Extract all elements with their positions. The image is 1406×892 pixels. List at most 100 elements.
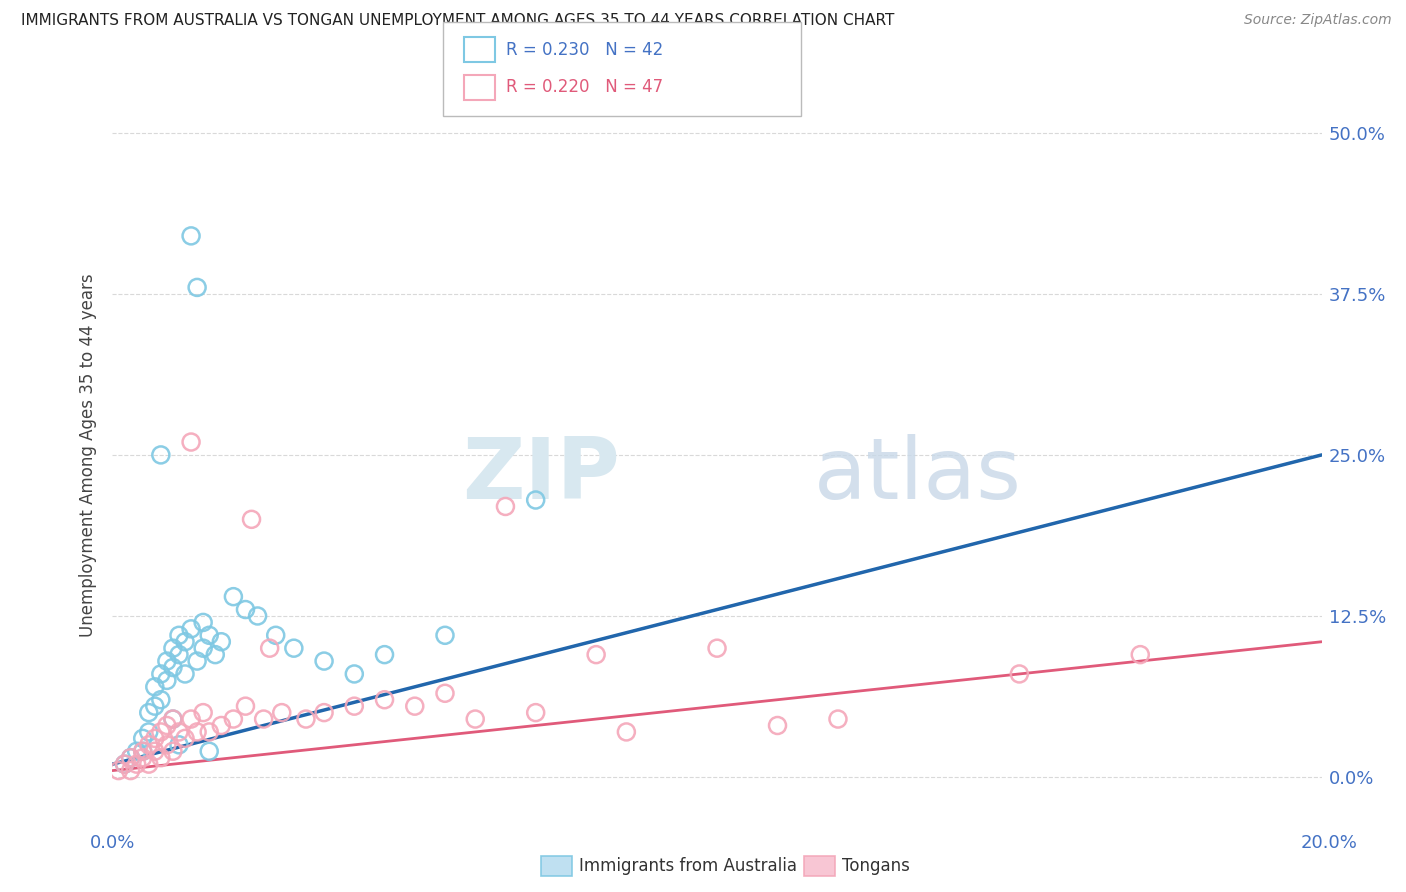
Point: [149, 725, 172, 739]
Point: [156, 718, 179, 732]
Point: [191, 706, 215, 720]
Point: [149, 448, 172, 462]
Point: [374, 692, 396, 706]
Point: [253, 712, 276, 726]
Point: [114, 757, 136, 772]
Point: [186, 725, 208, 739]
Point: [180, 228, 202, 243]
Point: [138, 757, 160, 772]
Point: [222, 712, 245, 726]
Point: [162, 712, 184, 726]
Point: [198, 744, 221, 758]
Point: [766, 718, 789, 732]
Point: [156, 654, 179, 668]
Text: Tongans: Tongans: [842, 857, 910, 875]
Point: [434, 686, 457, 700]
Y-axis label: Unemployment Among Ages 35 to 44 years: Unemployment Among Ages 35 to 44 years: [79, 273, 97, 637]
Text: atlas: atlas: [814, 434, 1022, 517]
Text: Source: ZipAtlas.com: Source: ZipAtlas.com: [1244, 13, 1392, 28]
Point: [143, 731, 166, 746]
Point: [343, 699, 366, 714]
Point: [156, 673, 179, 688]
Point: [174, 731, 197, 746]
Point: [138, 725, 160, 739]
Point: [198, 628, 221, 642]
Point: [314, 706, 336, 720]
Point: [343, 667, 366, 681]
Point: [120, 764, 142, 778]
Point: [270, 706, 292, 720]
Point: [191, 641, 215, 656]
Point: [495, 500, 517, 514]
Point: [167, 648, 190, 662]
Point: [138, 738, 160, 752]
Point: [374, 648, 396, 662]
Point: [107, 764, 129, 778]
Point: [180, 435, 202, 450]
Point: [240, 512, 263, 526]
Point: [295, 712, 318, 726]
Point: [167, 725, 190, 739]
Point: [125, 744, 148, 758]
Point: [167, 738, 190, 752]
Point: [167, 628, 190, 642]
Point: [198, 725, 221, 739]
Point: [235, 699, 257, 714]
Point: [149, 667, 172, 681]
Point: [143, 680, 166, 694]
Point: [464, 712, 486, 726]
Point: [524, 493, 547, 508]
Point: [156, 738, 179, 752]
Point: [283, 641, 305, 656]
Point: [1008, 667, 1031, 681]
Point: [125, 757, 148, 772]
Point: [434, 628, 457, 642]
Point: [120, 750, 142, 764]
Point: [616, 725, 638, 739]
Point: [149, 692, 172, 706]
Point: [180, 622, 202, 636]
Point: [259, 641, 281, 656]
Point: [314, 654, 336, 668]
Point: [404, 699, 426, 714]
Text: 0.0%: 0.0%: [90, 834, 135, 852]
Point: [180, 712, 202, 726]
Point: [1129, 648, 1152, 662]
Point: [162, 660, 184, 674]
Point: [149, 750, 172, 764]
Text: IMMIGRANTS FROM AUSTRALIA VS TONGAN UNEMPLOYMENT AMONG AGES 35 TO 44 YEARS CORRE: IMMIGRANTS FROM AUSTRALIA VS TONGAN UNEM…: [21, 13, 894, 29]
Point: [120, 750, 142, 764]
Point: [585, 648, 607, 662]
Point: [143, 699, 166, 714]
Point: [162, 744, 184, 758]
Point: [162, 641, 184, 656]
Point: [235, 602, 257, 616]
Point: [143, 744, 166, 758]
Text: R = 0.230   N = 42: R = 0.230 N = 42: [506, 41, 664, 59]
Point: [174, 634, 197, 648]
Text: Immigrants from Australia: Immigrants from Australia: [579, 857, 797, 875]
Point: [132, 731, 155, 746]
Point: [827, 712, 849, 726]
Point: [222, 590, 245, 604]
Text: ZIP: ZIP: [463, 434, 620, 517]
Point: [138, 706, 160, 720]
Point: [174, 667, 197, 681]
Point: [191, 615, 215, 630]
Point: [706, 641, 728, 656]
Point: [162, 712, 184, 726]
Text: 20.0%: 20.0%: [1301, 834, 1357, 852]
Point: [209, 718, 232, 732]
Point: [132, 744, 155, 758]
Point: [186, 280, 208, 294]
Point: [264, 628, 287, 642]
Point: [204, 648, 226, 662]
Point: [114, 757, 136, 772]
Point: [209, 634, 232, 648]
Point: [132, 744, 155, 758]
Point: [246, 609, 269, 624]
Point: [524, 706, 547, 720]
Point: [132, 750, 155, 764]
Text: R = 0.220   N = 47: R = 0.220 N = 47: [506, 78, 664, 96]
Point: [186, 654, 208, 668]
